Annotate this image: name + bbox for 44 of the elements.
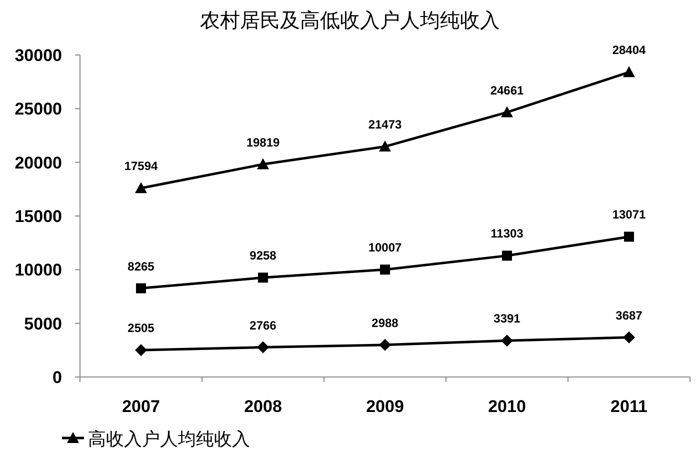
y-tick-label: 5000 <box>24 314 62 334</box>
data-label: 3687 <box>616 308 643 322</box>
point <box>623 66 635 78</box>
data-label: 21473 <box>368 118 402 132</box>
x-tick-label: 2009 <box>366 397 404 416</box>
point <box>136 283 146 294</box>
point <box>623 331 635 344</box>
x-tick-label: 2011 <box>610 397 648 416</box>
point <box>501 334 513 347</box>
x-tick-label: 2007 <box>122 397 160 416</box>
point <box>380 264 390 275</box>
x-tick-label: 2008 <box>244 397 282 416</box>
data-label: 9258 <box>250 248 277 263</box>
point <box>379 338 391 351</box>
point <box>258 272 268 283</box>
data-label: 2988 <box>372 316 399 330</box>
point <box>257 341 269 354</box>
y-tick-label: 0 <box>52 368 62 387</box>
legend-label: 高收入户人均纯收入 <box>88 429 250 450</box>
x-tick-label: 2010 <box>488 397 526 416</box>
point <box>502 250 512 261</box>
y-tick-label: 25000 <box>14 100 62 119</box>
data-label: 2505 <box>128 321 155 336</box>
data-label: 11303 <box>490 226 524 241</box>
data-label: 17594 <box>124 159 158 174</box>
data-label: 19819 <box>246 135 280 150</box>
y-tick-label: 20000 <box>14 153 62 172</box>
point <box>501 106 513 118</box>
point <box>624 232 634 242</box>
y-tick-label: 15000 <box>14 207 62 226</box>
data-label: 10007 <box>368 240 402 255</box>
data-label: 28404 <box>612 43 646 58</box>
data-label: 3391 <box>494 312 521 326</box>
data-label: 2766 <box>250 318 277 332</box>
data-label: 13071 <box>612 208 646 222</box>
chart-title: 农村居民及高低收入户人均纯收入 <box>200 8 500 32</box>
point <box>135 182 147 194</box>
point <box>135 344 147 356</box>
point <box>257 158 269 170</box>
point <box>379 140 391 152</box>
y-tick-label: 10000 <box>14 260 62 280</box>
y-tick-label: 30000 <box>14 46 62 65</box>
data-label: 24661 <box>490 83 524 98</box>
data-label: 8265 <box>128 259 155 274</box>
